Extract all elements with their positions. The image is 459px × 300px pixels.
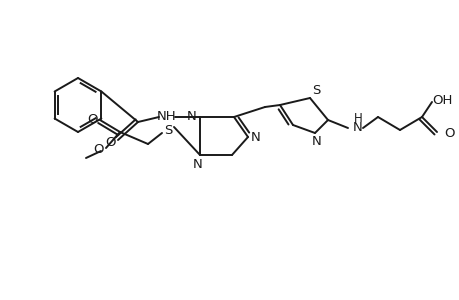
Text: N: N	[251, 130, 260, 143]
Text: H: H	[353, 112, 362, 124]
Text: OH: OH	[431, 94, 451, 106]
Text: S: S	[311, 83, 319, 97]
Text: N: N	[193, 158, 202, 170]
Text: O: O	[88, 112, 98, 125]
Text: S: S	[163, 124, 172, 136]
Text: N: N	[187, 110, 196, 122]
Text: NH: NH	[157, 110, 176, 122]
Text: N: N	[312, 134, 321, 148]
Text: O: O	[443, 127, 453, 140]
Text: O: O	[106, 136, 116, 148]
Text: N: N	[353, 121, 362, 134]
Text: O: O	[94, 142, 104, 155]
